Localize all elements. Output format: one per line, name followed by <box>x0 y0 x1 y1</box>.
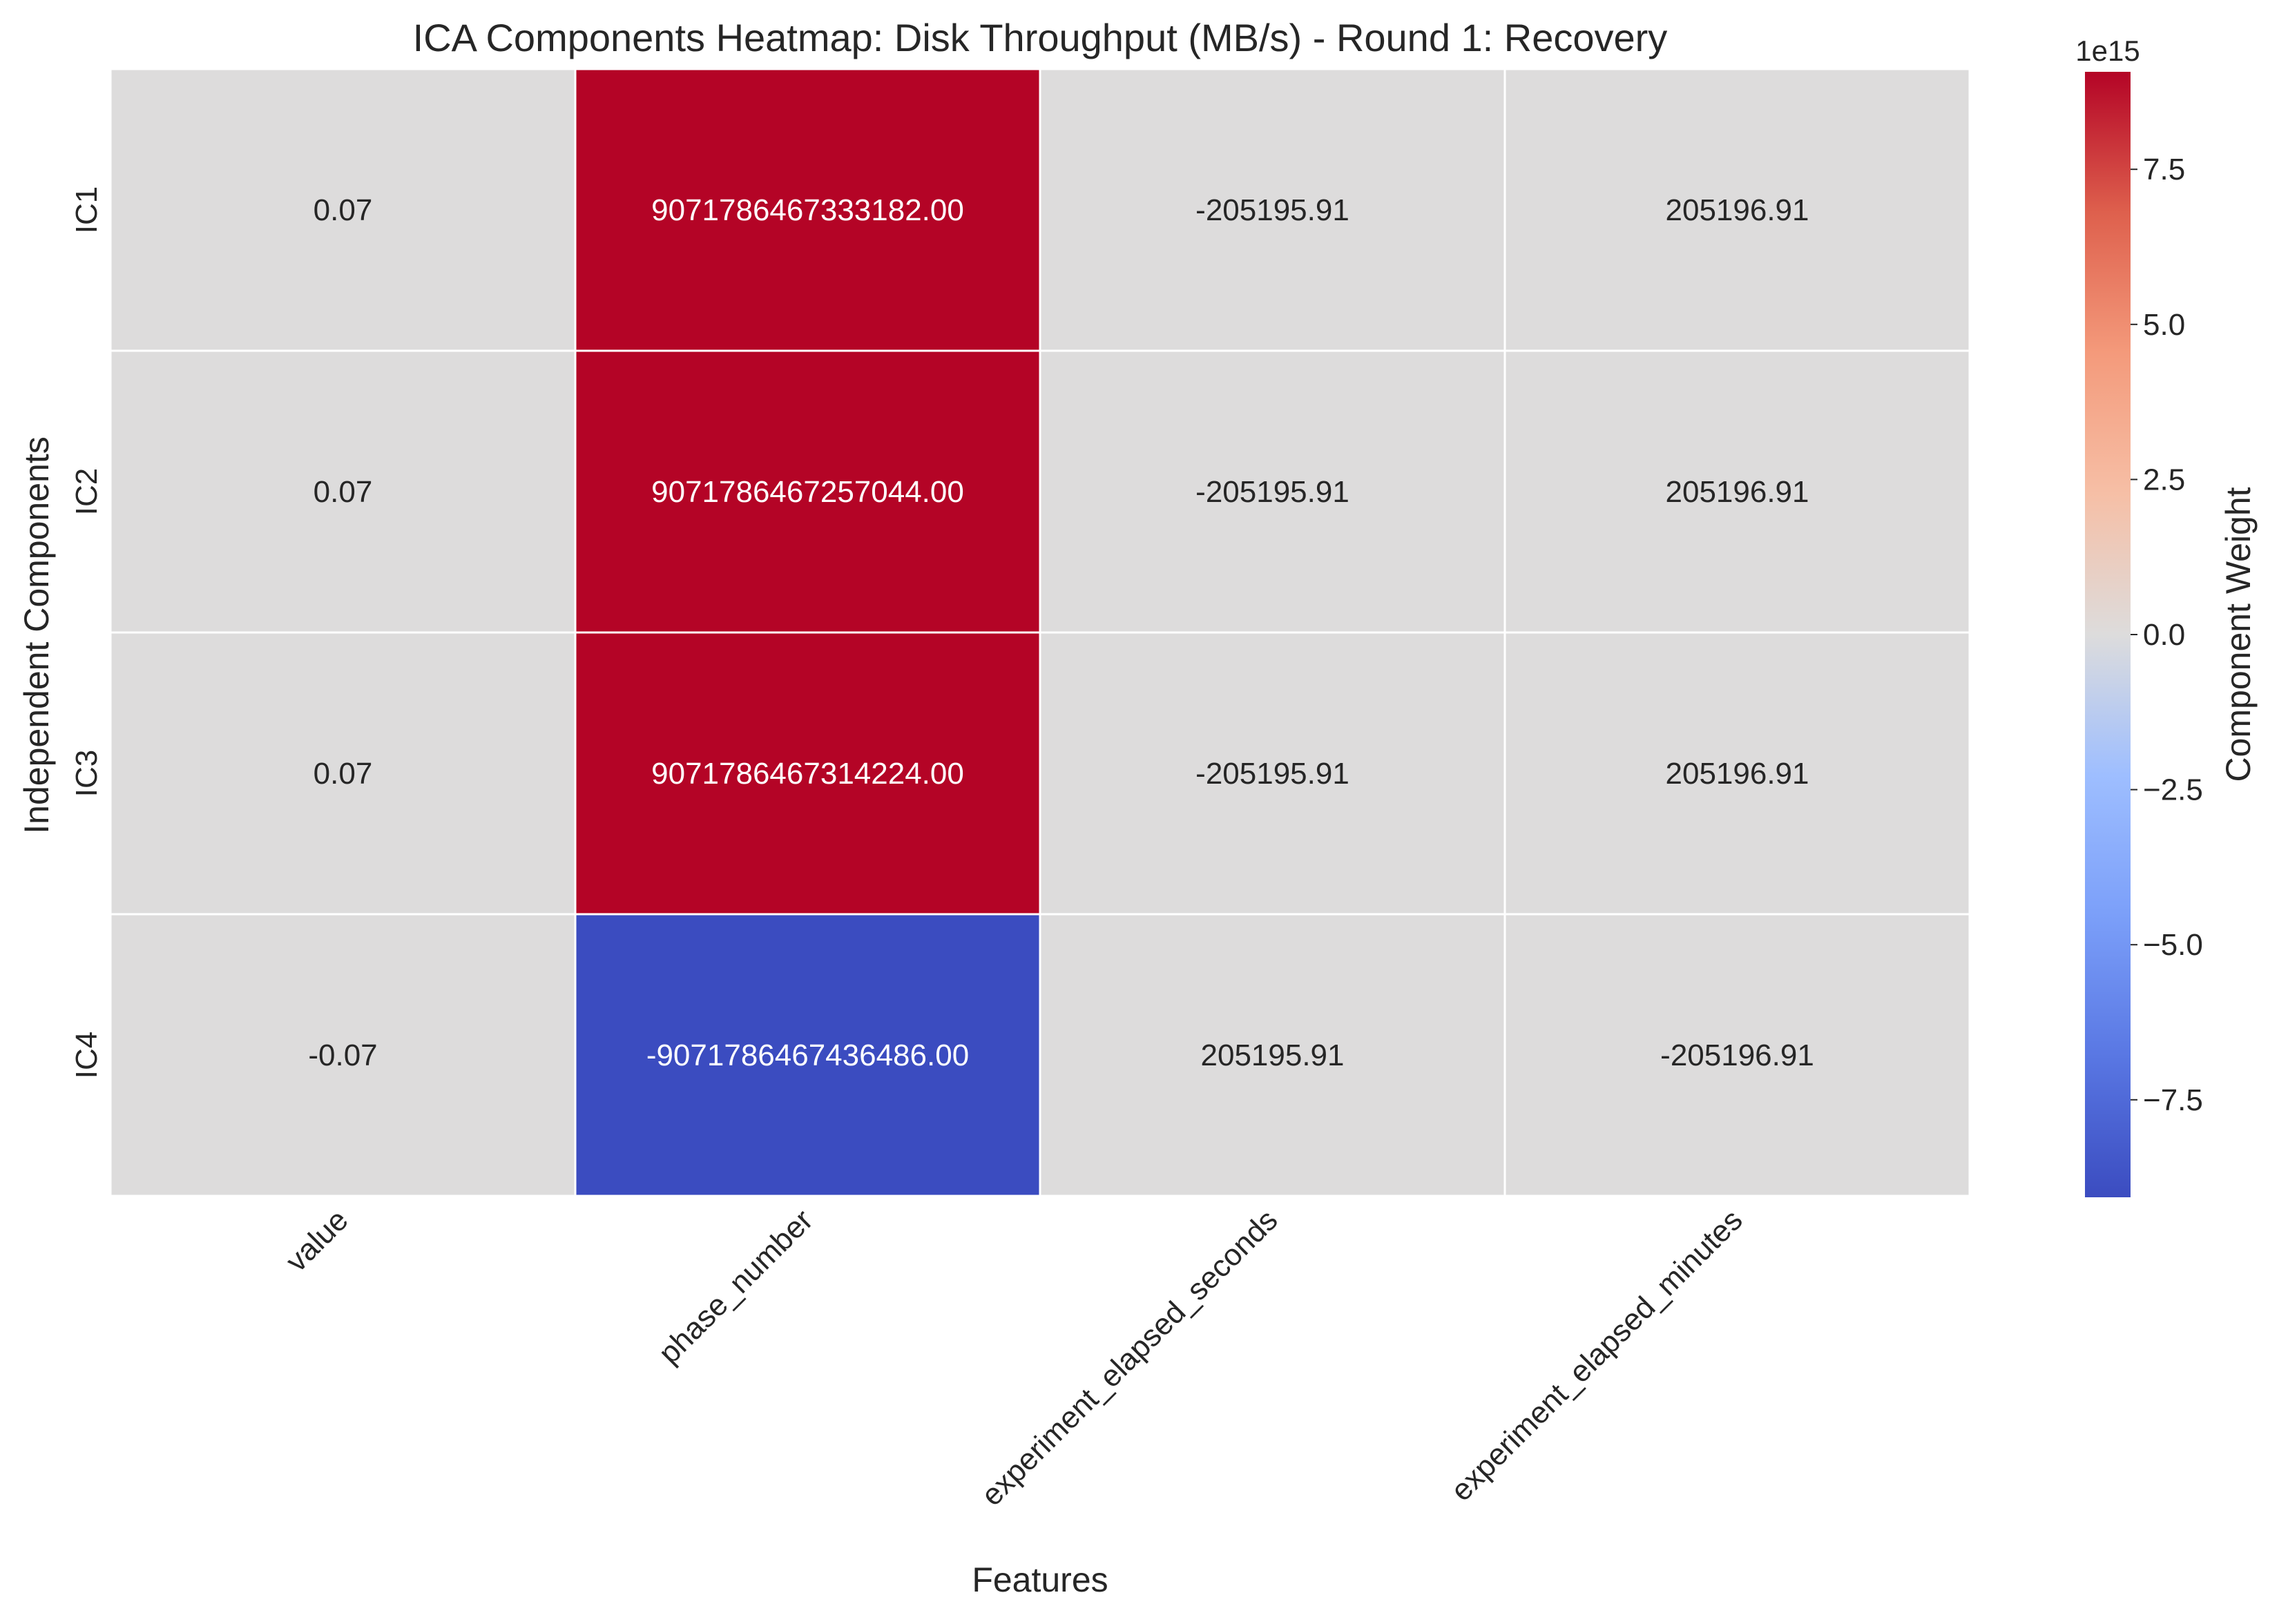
cell-value-label: -9071786467436486.00 <box>646 1038 969 1072</box>
cell-value-label: 205196.91 <box>1666 757 1809 791</box>
cell-value-label: -205196.91 <box>1660 1038 1814 1072</box>
heatmap-cell <box>109 349 577 634</box>
heatmap-cell <box>1039 913 1506 1197</box>
y-tick-labels: IC1 IC2 IC3 IC4 <box>70 186 104 1079</box>
x-tick-label: experiment_elapsed_minutes <box>1444 1203 1749 1507</box>
heatmap-cell <box>574 68 1041 352</box>
colorbar-tick-label: −5.0 <box>2143 928 2203 962</box>
colorbar-label: Component Weight <box>2219 487 2258 782</box>
cell-value-label: 205196.91 <box>1666 193 1809 227</box>
x-tick-label: phase_number <box>652 1203 819 1370</box>
x-tick-label: value <box>280 1203 355 1278</box>
x-tick-label: experiment_elapsed_seconds <box>975 1203 1285 1512</box>
chart-title: ICA Components Heatmap: Disk Throughput … <box>413 16 1668 59</box>
heatmap-cells <box>109 68 1971 1197</box>
heatmap-cell <box>1039 349 1506 634</box>
cell-value-label: 205196.91 <box>1666 475 1809 509</box>
heatmap-cell <box>574 913 1041 1197</box>
y-axis-label: Independent Components <box>17 436 56 833</box>
heatmap-cell <box>1503 913 1971 1197</box>
cell-value-label: 9071786467314224.00 <box>651 757 964 791</box>
heatmap-cell <box>574 349 1041 634</box>
colorbar-tick-label: 2.5 <box>2143 463 2185 496</box>
heatmap-cell <box>1503 631 1971 916</box>
colorbar-tick-label: −7.5 <box>2143 1083 2203 1117</box>
heatmap-cell <box>1503 68 1971 352</box>
cell-value-label: 0.07 <box>314 193 373 227</box>
cell-value-label: 205195.91 <box>1201 1038 1345 1072</box>
colorbar-tick-label: 0.0 <box>2143 618 2185 652</box>
heatmap-cell <box>109 913 577 1197</box>
cell-value-label: -205195.91 <box>1195 475 1349 509</box>
colorbar-ticks: 7.5 5.0 2.5 0.0 −2.5 −5.0 −7.5 <box>2131 153 2203 1117</box>
y-tick-label: IC1 <box>70 186 104 233</box>
heatmap-cell <box>574 631 1041 916</box>
x-axis-label: Features <box>972 1560 1108 1599</box>
cell-value-label: 0.07 <box>314 757 373 791</box>
cell-value-label: -205195.91 <box>1195 757 1349 791</box>
colorbar <box>2085 72 2131 1197</box>
heatmap-cell-labels: 0.07 9071786467333182.00 -205195.91 205196.… <box>308 193 1814 1072</box>
heatmap-cell <box>1503 349 1971 634</box>
heatmap-cell <box>109 68 577 352</box>
y-tick-label: IC2 <box>70 468 104 515</box>
colorbar-offset-text: 1e15 <box>2075 35 2140 67</box>
cell-value-label: -205195.91 <box>1195 193 1349 227</box>
cell-value-label: -0.07 <box>308 1038 377 1072</box>
cell-value-label: 9071786467333182.00 <box>651 193 964 227</box>
colorbar-tick-label: 7.5 <box>2143 153 2185 186</box>
cell-value-label: 0.07 <box>314 475 373 509</box>
colorbar-tick-label: −2.5 <box>2143 773 2203 807</box>
cell-value-label: 9071786467257044.00 <box>651 475 964 509</box>
heatmap-cell <box>1039 68 1506 352</box>
colorbar-tick-label: 5.0 <box>2143 308 2185 342</box>
y-tick-label: IC3 <box>70 750 104 797</box>
y-tick-label: IC4 <box>70 1032 104 1079</box>
x-tick-labels: value phase_number experiment_elapsed_seco… <box>280 1203 1749 1512</box>
